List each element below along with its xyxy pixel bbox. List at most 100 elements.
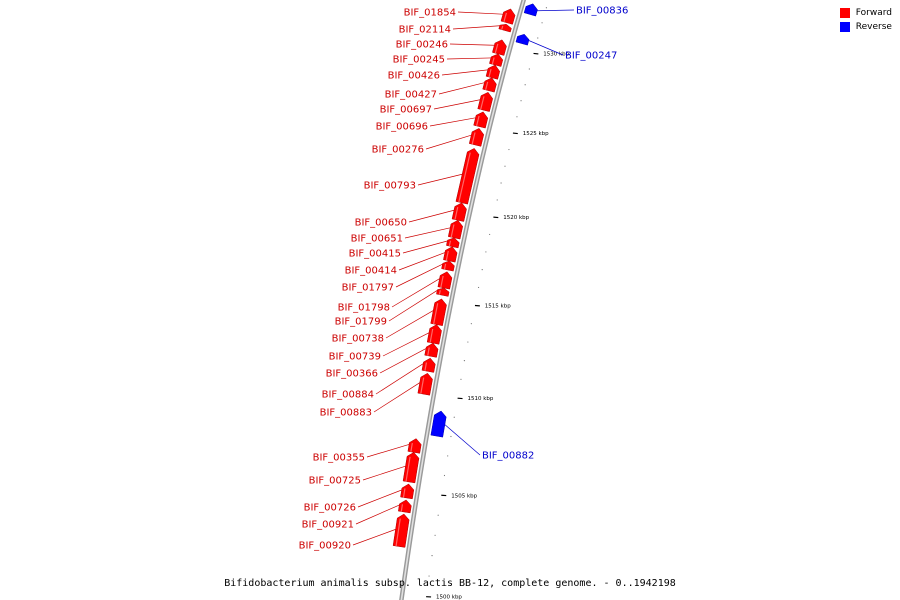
gene-label-bif_00355: BIF_00355 xyxy=(313,453,365,464)
gene-arrow-bif_00726 xyxy=(400,483,415,500)
gene-label-bif_00920: BIF_00920 xyxy=(299,541,351,552)
tick-label: 1525 kbp xyxy=(523,131,549,137)
gene-label-bif_00247: BIF_00247 xyxy=(565,51,617,62)
gene-arrow-bif_00696 xyxy=(473,111,489,129)
gene-arrow-bif_00920 xyxy=(392,513,410,548)
minor-tick xyxy=(489,233,491,236)
gene-label-bif_00426: BIF_00426 xyxy=(388,71,440,82)
gene-arrow-bif_00739 xyxy=(426,324,442,345)
leader-line xyxy=(429,117,476,127)
tick-label: 1515 kbp xyxy=(485,303,511,309)
leader-line xyxy=(375,363,424,395)
backbone-highlight xyxy=(400,0,525,600)
minor-tick xyxy=(453,416,455,418)
gene-label-bif_00414: BIF_00414 xyxy=(345,266,397,277)
gene-highlight xyxy=(491,57,495,65)
leader-line xyxy=(528,40,564,56)
tick-label: 1505 kbp xyxy=(451,493,477,499)
gene-arrow-bif_00651 xyxy=(447,219,463,240)
minor-tick xyxy=(485,251,487,253)
gene-highlight xyxy=(402,488,406,498)
gene-highlight xyxy=(395,518,401,547)
gene-label-bif_00726: BIF_00726 xyxy=(304,503,356,514)
gene-highlight xyxy=(443,263,447,270)
leader-line xyxy=(457,11,503,15)
gene-label-bif_00739: BIF_00739 xyxy=(329,352,381,363)
gene-label-bif_01854: BIF_01854 xyxy=(404,8,456,19)
gene-arrow-bif_00884 xyxy=(421,357,436,373)
gene-arrow-bif_01797 xyxy=(441,260,455,272)
minor-tick xyxy=(460,378,462,380)
minor-tick xyxy=(496,199,498,201)
leader-line xyxy=(398,252,446,271)
gene-highlight xyxy=(488,68,492,78)
leader-line xyxy=(417,173,463,186)
gene-label-bif_00246: BIF_00246 xyxy=(396,40,448,51)
leader-line xyxy=(425,134,472,150)
leader-line xyxy=(404,227,451,239)
gene-label-bif_00245: BIF_00245 xyxy=(393,55,445,66)
gene-arrow-bif_01798 xyxy=(437,271,453,290)
leader-line xyxy=(537,9,575,12)
gene-highlight xyxy=(405,456,411,482)
gene-arrow-bif_00366 xyxy=(424,342,439,358)
leader-line xyxy=(438,82,485,95)
leader-line xyxy=(446,57,491,60)
leader-line xyxy=(395,263,443,288)
minor-tick xyxy=(463,359,466,362)
gene-label-bif_01799: BIF_01799 xyxy=(335,317,387,328)
gene-arrow-bif_00882 xyxy=(430,410,447,438)
minor-tick xyxy=(443,474,446,477)
minor-tick xyxy=(545,7,548,9)
gene-label-bif_01798: BIF_01798 xyxy=(338,303,390,314)
minor-tick xyxy=(431,554,433,557)
gene-label-bif_00427: BIF_00427 xyxy=(385,90,437,101)
legend: Forward Reverse xyxy=(839,8,892,36)
gene-arrow-bif_00414 xyxy=(443,246,458,263)
gene-features xyxy=(392,3,538,548)
minor-tick xyxy=(524,84,526,86)
minor-tick xyxy=(508,148,510,151)
minor-tick xyxy=(477,286,480,289)
gene-arrow-bif_00650 xyxy=(451,202,467,222)
minor-tick xyxy=(450,435,452,438)
gene-label-bif_00415: BIF_00415 xyxy=(349,249,401,260)
gene-label-bif_00738: BIF_00738 xyxy=(332,334,384,345)
gene-highlight xyxy=(450,224,455,238)
gene-arrow-bif_00246 xyxy=(492,39,507,56)
gene-arrow-bif_00427 xyxy=(482,77,497,93)
gene-highlight xyxy=(503,12,507,23)
gene-labels: BIF_01854 BIF_02114 BIF_00246 BIF_00245 BIF_… xyxy=(299,6,629,552)
gene-arrow-bif_00738 xyxy=(430,298,447,327)
genome-caption: Bifidobacterium animalis subsp. lactis B… xyxy=(224,578,676,589)
leader-line xyxy=(388,290,438,322)
genome-backbone xyxy=(399,0,527,600)
leader-line xyxy=(408,209,455,223)
leader-line xyxy=(444,424,481,456)
minor-tick xyxy=(481,269,483,271)
gene-label-bif_01797: BIF_01797 xyxy=(342,283,394,294)
tick-label: 1530 kbp xyxy=(543,51,569,57)
gene-highlight xyxy=(438,290,441,295)
scale-ticks: 1530 kbp 1525 kbp 1520 kbp 1515 kbp 1510 kbp… xyxy=(426,7,570,600)
gene-arrow-bif_00415 xyxy=(446,237,460,249)
leader-line xyxy=(366,444,410,458)
gene-arrow-bif_01854 xyxy=(500,8,516,25)
gene-highlight xyxy=(454,206,459,220)
gene-arrow-bif_00276 xyxy=(468,128,485,147)
gene-label-bif_00884: BIF_00884 xyxy=(322,390,374,401)
gene-highlight xyxy=(494,43,499,54)
gene-label-bif_00696: BIF_00696 xyxy=(376,122,428,133)
forward-swatch xyxy=(839,8,850,18)
reverse-swatch xyxy=(839,22,850,32)
tick-label: 1520 kbp xyxy=(503,215,529,221)
leader-line xyxy=(382,332,430,357)
leader-line xyxy=(352,529,396,546)
gene-arrow-bif_00697 xyxy=(477,91,493,112)
gene-arrow-bif_00883 xyxy=(417,372,433,396)
leader-line xyxy=(449,43,495,46)
gene-label-bif_00725: BIF_00725 xyxy=(309,476,361,487)
leader-line xyxy=(402,240,448,254)
gene-label-bif_02114: BIF_02114 xyxy=(399,25,451,36)
tick-label: 1500 kbp xyxy=(436,595,462,600)
